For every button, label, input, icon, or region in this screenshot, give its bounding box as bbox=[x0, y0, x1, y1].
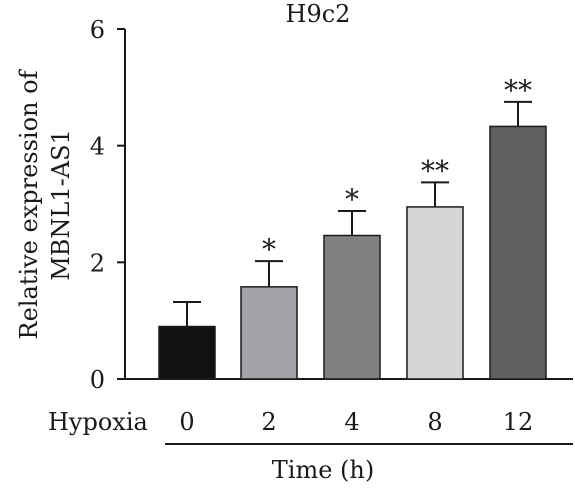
x-tick-label-8: 8 bbox=[427, 408, 442, 436]
significance-marker-8: ** bbox=[421, 154, 449, 187]
bar-2 bbox=[240, 286, 298, 380]
x-tick-label-4: 4 bbox=[344, 408, 359, 436]
chart-title: H9c2 bbox=[286, 0, 351, 28]
y-tick-label: 0 bbox=[90, 366, 105, 394]
y-tick-label: 4 bbox=[90, 133, 105, 161]
hypoxia-row-label: Hypoxia bbox=[48, 408, 148, 436]
x-tick-label-2: 2 bbox=[261, 408, 276, 436]
x-tick-label-12: 12 bbox=[503, 408, 534, 436]
y-tick-label: 2 bbox=[90, 249, 105, 277]
significance-marker-2: * bbox=[262, 233, 276, 266]
bar-4 bbox=[323, 234, 381, 380]
y-axis-label: Relative expression of MBNL1-AS1 bbox=[15, 68, 75, 339]
significance-marker-4: * bbox=[345, 183, 359, 216]
x-axis-label: Time (h) bbox=[272, 456, 374, 484]
y-tick-label: 6 bbox=[90, 16, 105, 44]
bar-0 bbox=[158, 325, 216, 380]
y-axis-label-line1: Relative expression of bbox=[15, 68, 43, 339]
x-tick-label-0: 0 bbox=[179, 408, 194, 436]
significance-marker-12: ** bbox=[504, 74, 532, 107]
plot-area: 0 2 4 6 0 * 2 * 4 ** 8 ** 12 bbox=[90, 16, 573, 436]
bar-8 bbox=[406, 206, 464, 380]
y-axis-label-line2: MBNL1-AS1 bbox=[47, 129, 75, 281]
bar-12 bbox=[489, 125, 547, 380]
